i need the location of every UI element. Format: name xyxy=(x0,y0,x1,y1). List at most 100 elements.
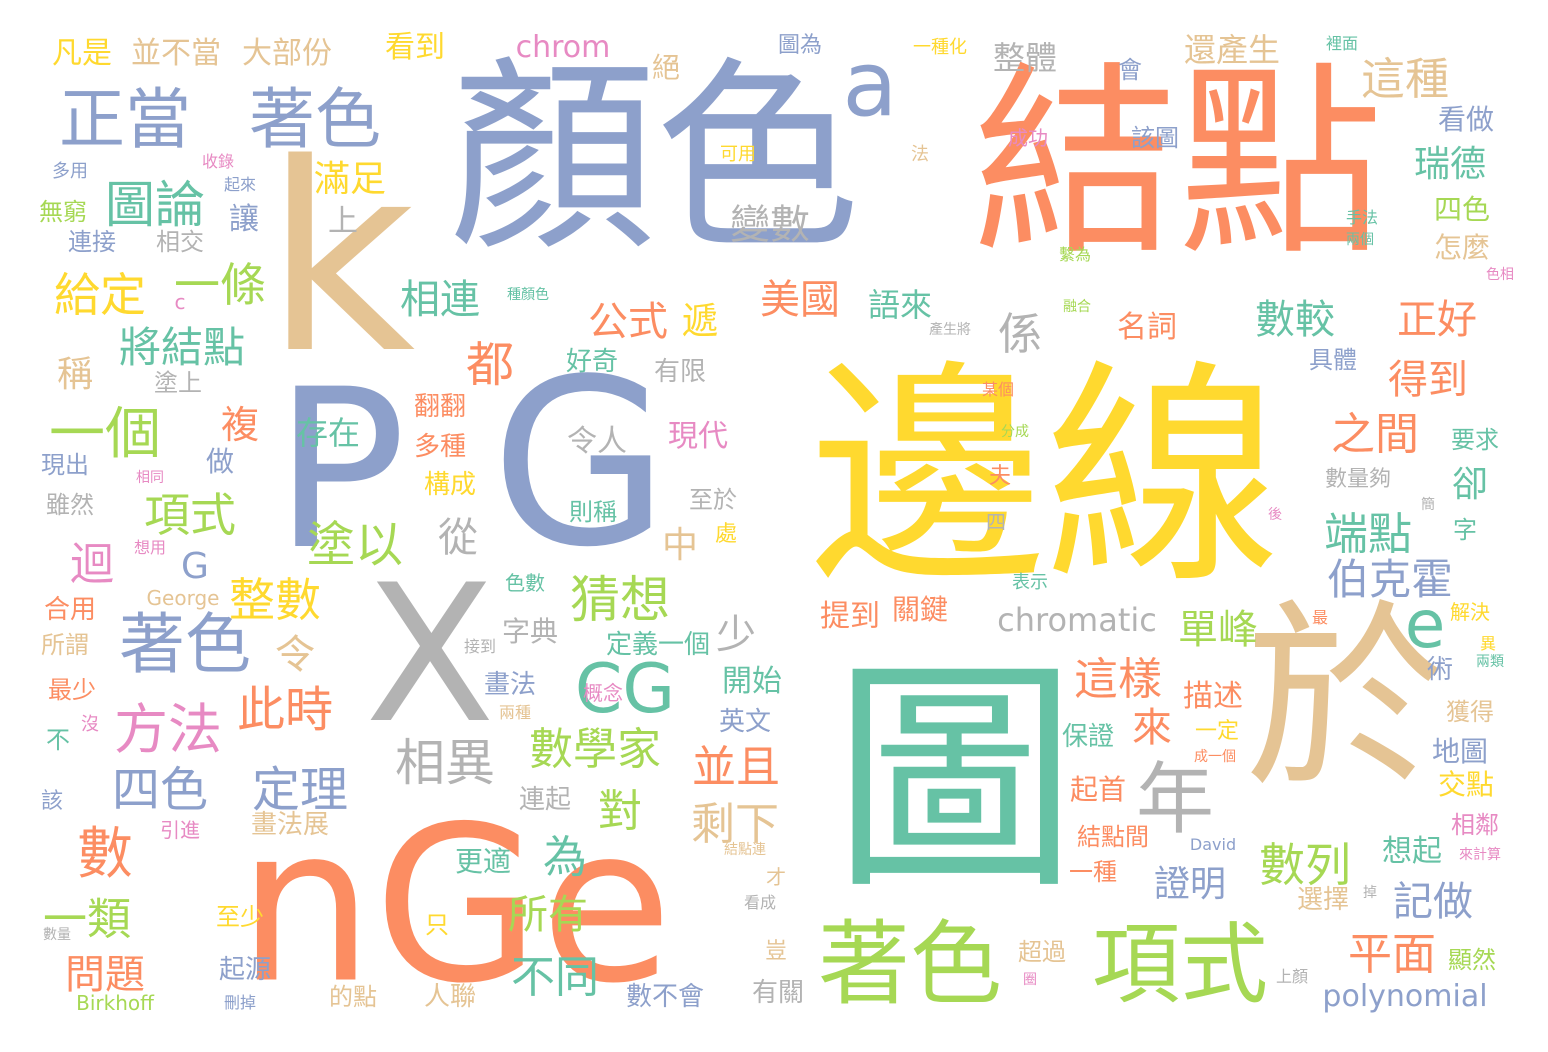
word-hui-pink: 迴 xyxy=(70,539,114,590)
word-cong: 從 xyxy=(438,515,478,561)
word-zui: 最 xyxy=(1311,608,1329,627)
word-g-small: G xyxy=(181,546,209,587)
word-cg: CG xyxy=(574,650,676,729)
word-baozheng: 保證 xyxy=(1061,722,1115,752)
word-liangge: 兩個 xyxy=(1346,232,1374,248)
word-suoyou: 所有 xyxy=(508,892,588,938)
word-geiding: 給定 xyxy=(54,268,146,322)
word-zhenghao: 正好 xyxy=(1397,297,1477,343)
word-ling: 令 xyxy=(275,632,315,678)
word-lai: 來 xyxy=(1132,705,1172,751)
word-bu: 不 xyxy=(46,726,70,754)
word-jiangjiedian: 將結點 xyxy=(118,323,246,372)
word-bianxian: 邊線 xyxy=(808,340,1282,615)
word-que: 卻 xyxy=(1451,464,1489,505)
word-yinjin: 引進 xyxy=(160,818,200,842)
word-miaoshu: 描述 xyxy=(1183,679,1243,714)
word-cai: 才 xyxy=(766,865,786,889)
word-zhengdang: 正當 xyxy=(59,81,191,158)
word-danfeng: 單峰 xyxy=(1178,607,1258,653)
word-kancheng: 看成 xyxy=(743,893,777,912)
word-zhuose-blue-mid: 著色 xyxy=(119,606,251,683)
word-zenme: 怎麼 xyxy=(1433,231,1491,264)
word-shulie: 數列 xyxy=(1259,838,1351,892)
word-e-teal: e xyxy=(1404,586,1446,663)
word-yu: 於 xyxy=(1244,583,1446,816)
word-sise-green-small: 四色 xyxy=(1433,193,1491,226)
word-youguan: 有關 xyxy=(751,978,805,1008)
word-yingwen: 英文 xyxy=(718,707,772,737)
word-haoqi: 好奇 xyxy=(565,347,619,377)
word-pingmian: 平面 xyxy=(1348,929,1436,980)
word-zidian: 字典 xyxy=(501,615,559,648)
word-xiwei: 繫為 xyxy=(1058,245,1092,264)
word-kaishi: 開始 xyxy=(722,664,782,699)
word-fanfan: 翻翻 xyxy=(413,392,467,422)
word-goucheng: 構成 xyxy=(423,470,477,500)
word-birkhoff: Birkhoff xyxy=(76,991,154,1015)
word-xuanze: 選擇 xyxy=(1296,885,1350,915)
word-chromatic: chromatic xyxy=(997,601,1157,639)
word-jiediajian: 結點間 xyxy=(1077,823,1149,851)
word-yaoqiu: 要求 xyxy=(1451,426,1499,454)
word-youxian: 有限 xyxy=(653,357,707,387)
word-qishou: 起首 xyxy=(1069,773,1127,806)
word-yilei: 一類 xyxy=(43,894,131,945)
word-gongshi: 公式 xyxy=(588,299,668,345)
word-kanzuo: 看做 xyxy=(1437,103,1495,136)
word-lingren: 令人 xyxy=(567,424,627,459)
word-yizhonghua: 一種化 xyxy=(913,37,967,58)
word-lianqi: 連起 xyxy=(518,785,572,815)
word-zhiyu: 至於 xyxy=(689,486,737,514)
word-xianchu: 現出 xyxy=(41,451,89,479)
word-shoulu: 收錄 xyxy=(201,152,235,171)
word-jue: 絕 xyxy=(651,51,681,84)
word-dabufen: 大部份 xyxy=(242,36,332,71)
word-mei: 沒 xyxy=(81,714,99,735)
word-shandiao: 刪掉 xyxy=(223,993,257,1012)
word-hui: 會 xyxy=(1118,56,1142,84)
word-g-large: G xyxy=(490,331,670,598)
word-xiangshi-small: 項式 xyxy=(144,488,236,542)
word-zhengming: 證明 xyxy=(1153,864,1227,905)
word-k: k xyxy=(264,109,416,411)
word-shao: 少 xyxy=(716,612,756,658)
word-xianglin: 相鄰 xyxy=(1451,811,1499,839)
word-tidao: 提到 xyxy=(820,599,880,634)
word-yiding: 一定 xyxy=(1194,719,1240,744)
word-jiedian: 結點 xyxy=(973,45,1383,284)
word-xiangjiao: 相交 xyxy=(156,228,204,256)
word-duozhong: 多種 xyxy=(413,432,467,462)
word-zhuose-blue-top: 著色 xyxy=(249,81,381,158)
word-p: P xyxy=(273,342,407,598)
word-chenggong: 成功 xyxy=(1008,126,1048,150)
word-bingbudang: 並不當 xyxy=(131,36,221,71)
word-nge: nGe xyxy=(237,779,673,1031)
word-manzu: 滿足 xyxy=(313,159,387,200)
word-zuo: 做 xyxy=(205,445,235,478)
word-xianglian: 相連 xyxy=(400,277,480,323)
word-biaoshi: 表示 xyxy=(1012,572,1048,593)
word-fanshi: 凡是 xyxy=(52,36,112,71)
word-shu: 數 xyxy=(77,822,133,887)
word-dingli: 定理 xyxy=(251,762,349,818)
word-yizhong: 一種 xyxy=(1069,858,1117,886)
word-jiedao: 接到 xyxy=(463,637,497,656)
word-polynomial: polynomial xyxy=(1322,979,1488,1014)
word-a: a xyxy=(842,32,898,137)
word-meiguo: 美國 xyxy=(760,277,840,323)
word-keyong: 可用 xyxy=(720,144,756,165)
word-cheng: 稱 xyxy=(56,354,94,395)
word-jiejue: 解決 xyxy=(1450,600,1490,624)
word-zhishao: 至少 xyxy=(216,903,264,931)
word-di: 遞 xyxy=(681,301,719,342)
word-shuliang: 數量 xyxy=(43,927,71,943)
word-gai: 該 xyxy=(40,789,64,814)
word-tuwei: 圖為 xyxy=(777,33,823,58)
word-c-small: c xyxy=(174,290,186,314)
word-ronghe: 融合 xyxy=(1063,299,1091,315)
word-chrom: chrom xyxy=(515,30,611,65)
word-chanshengjiang: 產生將 xyxy=(929,322,971,338)
word-dedao: 得到 xyxy=(1388,357,1468,403)
word-cishi: 此時 xyxy=(236,682,334,738)
